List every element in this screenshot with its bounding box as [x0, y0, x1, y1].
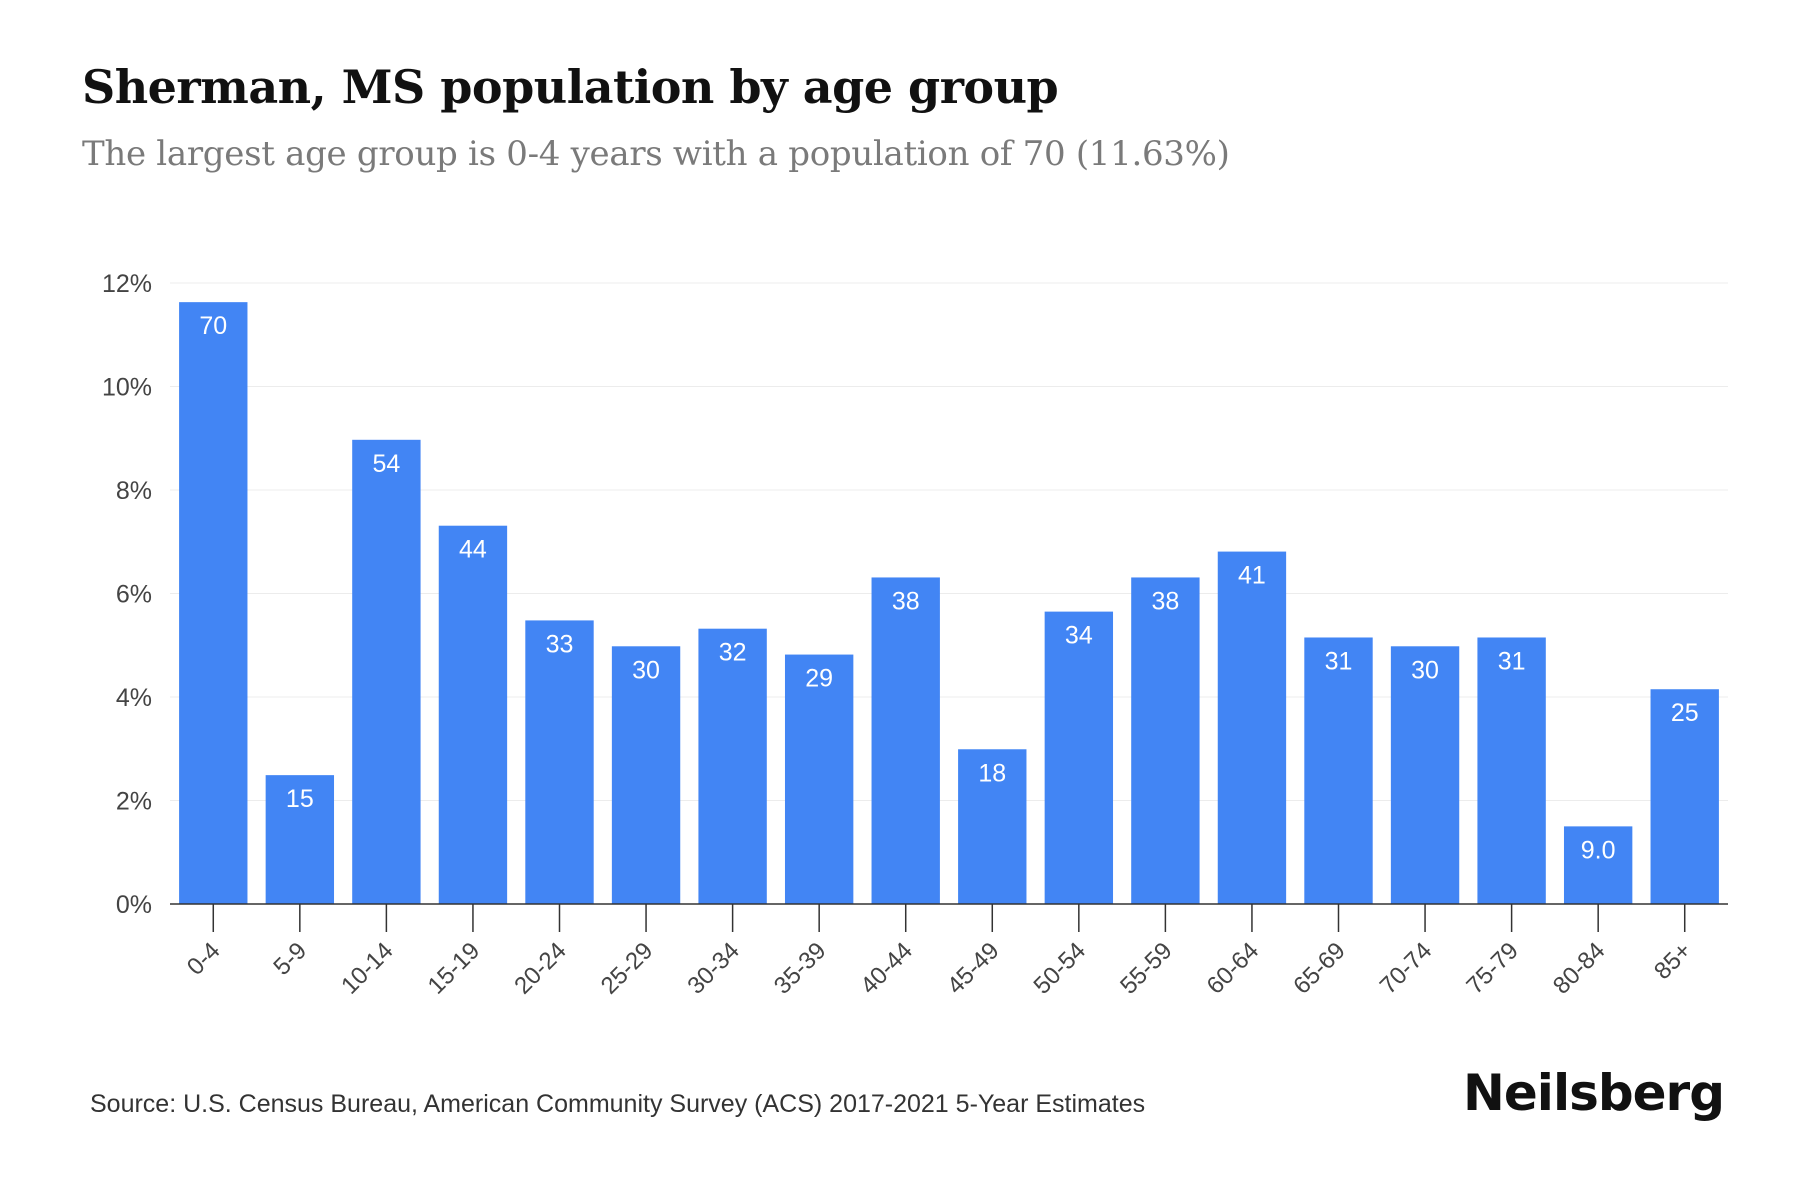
y-tick-label: 12% [102, 270, 152, 298]
x-tick-label: 10-14 [336, 937, 399, 1000]
x-tick-label: 0-4 [182, 937, 226, 981]
y-tick-label: 0% [116, 891, 152, 919]
x-tick-label: 20-24 [509, 937, 572, 1000]
bar-value-label: 38 [1151, 587, 1179, 615]
bar [871, 577, 940, 904]
bar-value-label: 30 [1411, 656, 1439, 684]
brand-logo: Neilsberg [1463, 1064, 1725, 1122]
y-tick-label: 6% [116, 581, 152, 609]
x-tick-label: 5-9 [268, 937, 312, 981]
x-tick-label: 30-34 [682, 937, 745, 1000]
bar-value-label: 54 [372, 450, 400, 478]
bar-value-label: 18 [978, 759, 1006, 787]
bar [179, 302, 248, 905]
bar [784, 654, 854, 904]
bar-value-label: 38 [892, 587, 920, 615]
bar-value-label: 15 [286, 785, 314, 813]
bar-value-label: 9.0 [1581, 836, 1616, 864]
bar [265, 775, 335, 904]
bar [958, 749, 1027, 904]
y-tick-label: 10% [102, 374, 152, 402]
x-tick-label: 70-74 [1375, 937, 1438, 1000]
x-tick-label: 65-69 [1288, 937, 1351, 1000]
x-tick-label: 45-49 [942, 937, 1005, 1000]
bar-value-label: 70 [199, 312, 227, 340]
x-tick-label: 35-39 [769, 937, 832, 1000]
bar-value-label: 33 [546, 630, 574, 658]
bar-value-label: 29 [805, 665, 833, 693]
x-tick-label: 75-79 [1461, 937, 1524, 1000]
bar [1304, 637, 1373, 904]
chart-subtitle: The largest age group is 0-4 years with … [82, 134, 1230, 174]
bar-value-label: 30 [632, 656, 660, 684]
bar-value-label: 44 [459, 536, 487, 564]
bar [1044, 611, 1114, 904]
bar-value-label: 31 [1498, 647, 1526, 675]
bar [698, 628, 767, 904]
y-tick-label: 8% [116, 477, 152, 505]
bar [525, 620, 594, 904]
bar-value-label: 41 [1238, 562, 1266, 590]
bar-value-label: 32 [719, 639, 747, 667]
x-tick-label: 80-84 [1548, 937, 1611, 1000]
bar [611, 646, 681, 904]
x-tick-label: 15-19 [423, 937, 486, 1000]
x-tick-label: 40-44 [855, 937, 918, 1000]
bar-value-label: 34 [1065, 622, 1093, 650]
chart-title: Sherman, MS population by age group [82, 60, 1059, 114]
x-tick-label: 55-59 [1115, 937, 1178, 1000]
bar [1563, 826, 1633, 904]
bar [1650, 689, 1719, 904]
bar [1477, 637, 1546, 904]
bar-value-label: 31 [1325, 647, 1353, 675]
x-tick-label: 25-29 [596, 937, 659, 1000]
y-tick-label: 4% [116, 684, 152, 712]
bar-chart: 0% 2% 4% 6% 8% 10% 12% 70 0-4 15 5-9 54 10-14 44 15-19… [102, 270, 1728, 1000]
bar-value-label: 25 [1671, 699, 1699, 727]
x-tick-label: 50-54 [1029, 937, 1092, 1000]
source-note: Source: U.S. Census Bureau, American Com… [90, 1090, 1146, 1118]
bar [1217, 551, 1287, 904]
bar [1390, 646, 1460, 904]
y-tick-label: 2% [116, 788, 152, 816]
bar [352, 439, 421, 904]
x-tick-label: 85+ [1649, 937, 1697, 985]
bar [1131, 577, 1200, 904]
x-tick-label: 60-64 [1202, 937, 1265, 1000]
bar [438, 525, 508, 904]
